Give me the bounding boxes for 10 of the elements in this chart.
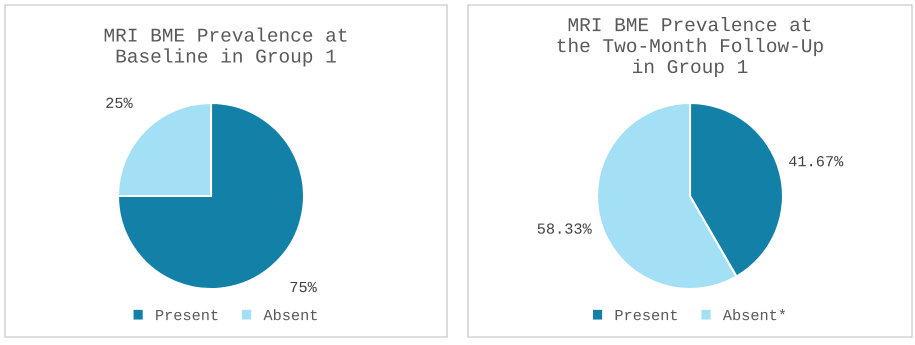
data-label: 41.67% [789, 156, 844, 166]
legend-label: Absent [263, 309, 317, 320]
data-label: 58.33% [538, 223, 592, 234]
chart-title: MRI BME Prevalence at Baseline in Group 1 [104, 27, 346, 67]
legend-label: Present [156, 310, 218, 320]
data-label: 75% [290, 282, 317, 292]
data-label: 25% [106, 98, 133, 108]
legend-label: Absent* [722, 309, 786, 320]
legend-label: Present [616, 310, 677, 320]
chart-title: MRI BME Prevalence at the Two-Month Follow-Up in Group 1 [558, 16, 823, 78]
